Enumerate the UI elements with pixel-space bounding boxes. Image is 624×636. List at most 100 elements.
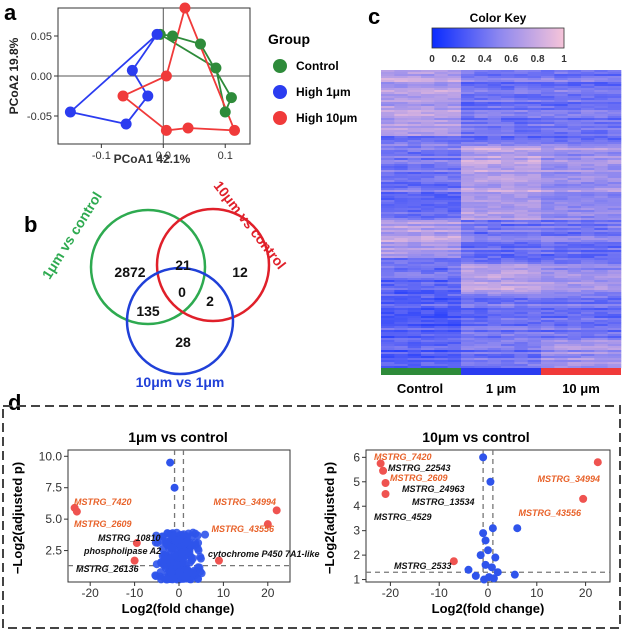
heatmap-cell [421, 248, 435, 251]
volcano-10um-frame [365, 449, 611, 583]
pcoa-point-1-2 [142, 90, 154, 102]
heatmap-cell [581, 246, 595, 249]
volcano-1um-gene-label: phospholipase A2 [83, 546, 161, 556]
heatmap-cell [607, 262, 622, 265]
heatmap-cell [594, 112, 608, 115]
heatmap-cell [581, 240, 595, 243]
heatmap-cell [594, 84, 608, 87]
heatmap-cell [514, 74, 528, 77]
heatmap-cell [394, 232, 408, 235]
heatmap-cell [434, 356, 448, 359]
heatmap-cell [394, 260, 408, 263]
heatmap-cell [567, 78, 582, 81]
heatmap-cell [407, 208, 422, 211]
heatmap-cell [421, 328, 435, 331]
heatmap-cell [527, 230, 542, 233]
heatmap-cell [581, 260, 595, 263]
heatmap-cell [581, 238, 595, 241]
heatmap-cell [554, 210, 568, 213]
color-key-tick: 0.6 [504, 54, 518, 65]
heatmap-cell [501, 338, 515, 341]
heatmap-cell [527, 214, 542, 217]
heatmap-cell [461, 172, 475, 175]
heatmap-cell [421, 302, 435, 305]
heatmap-cell [607, 362, 622, 365]
heatmap-cell [421, 154, 435, 157]
heatmap-cell [594, 148, 608, 151]
heatmap-cell [434, 308, 448, 311]
heatmap-cell [594, 304, 608, 307]
heatmap-cell [567, 172, 582, 175]
heatmap-cell [394, 134, 408, 137]
heatmap-cell [394, 250, 408, 253]
heatmap-cell [474, 188, 488, 191]
heatmap-cell [514, 308, 528, 311]
heatmap-cell [541, 228, 555, 231]
heatmap-cell [447, 166, 462, 169]
heatmap-cell [527, 326, 542, 329]
heatmap-cell [421, 208, 435, 211]
heatmap-cell [594, 192, 608, 195]
heatmap-cell [581, 198, 595, 201]
heatmap-cell [567, 110, 582, 113]
heatmap-cell [421, 286, 435, 289]
heatmap-cell [474, 358, 488, 361]
heatmap-cell [607, 110, 622, 113]
heatmap-cell [461, 112, 475, 115]
heatmap-cell [447, 188, 462, 191]
heatmap-cell [487, 306, 502, 309]
heatmap-cell [554, 106, 568, 109]
heatmap-cell [514, 182, 528, 185]
heatmap-cell [407, 160, 422, 163]
heatmap-cell [554, 216, 568, 219]
heatmap-cell [381, 252, 395, 255]
heatmap-cell [421, 280, 435, 283]
heatmap-cell [501, 188, 515, 191]
heatmap-cell [407, 150, 422, 153]
heatmap-cell [461, 244, 475, 247]
heatmap-cell [527, 312, 542, 315]
heatmap-cell [567, 294, 582, 297]
heatmap-cell [447, 98, 462, 101]
heatmap-cell [554, 234, 568, 237]
heatmap-cell [434, 318, 448, 321]
heatmap-cell [407, 342, 422, 345]
heatmap-cell [461, 110, 475, 113]
heatmap-cell [461, 314, 475, 317]
heatmap-cell [541, 116, 555, 119]
heatmap-cell [567, 138, 582, 141]
heatmap-cell [394, 104, 408, 107]
heatmap-cell [514, 164, 528, 167]
heatmap-cell [474, 318, 488, 321]
heatmap-cell [447, 92, 462, 95]
heatmap-cell [434, 274, 448, 277]
heatmap-cell [381, 318, 395, 321]
heatmap-cell [514, 90, 528, 93]
heatmap-cell [434, 160, 448, 163]
heatmap-cell [461, 134, 475, 137]
volcano-10um-gene-label: MSTRG_2533 [394, 561, 452, 571]
heatmap-cell [407, 300, 422, 303]
heatmap-cell [381, 72, 395, 75]
heatmap-cell [501, 256, 515, 259]
heatmap-cell [407, 346, 422, 349]
heatmap-cell [581, 140, 595, 143]
heatmap-cell [447, 194, 462, 197]
heatmap-cell [594, 196, 608, 199]
heatmap-cell [501, 148, 515, 151]
heatmap-cell [421, 220, 435, 223]
heatmap-cell [567, 74, 582, 77]
heatmap-cell [554, 112, 568, 115]
heatmap-cell [501, 310, 515, 313]
heatmap-cell [514, 156, 528, 159]
heatmap-cell [487, 74, 502, 77]
heatmap-cell [447, 140, 462, 143]
heatmap-cell [421, 366, 435, 369]
heatmap-cell [407, 212, 422, 215]
heatmap-cell [581, 304, 595, 307]
heatmap-cell [407, 240, 422, 243]
heatmap-cell [394, 192, 408, 195]
heatmap-cell [514, 180, 528, 183]
heatmap-cell [607, 120, 622, 123]
heatmap-cell [407, 250, 422, 253]
